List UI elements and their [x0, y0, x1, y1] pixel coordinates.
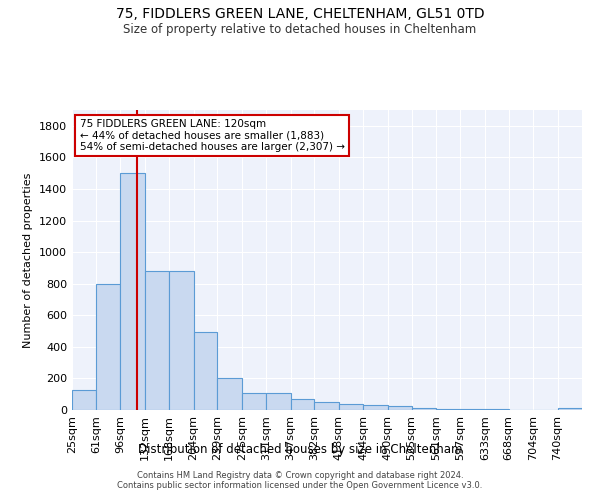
Bar — [436, 408, 460, 410]
Text: Size of property relative to detached houses in Cheltenham: Size of property relative to detached ho… — [124, 22, 476, 36]
Bar — [460, 409, 485, 410]
Y-axis label: Number of detached properties: Number of detached properties — [23, 172, 34, 348]
Bar — [97, 284, 120, 410]
Text: 75 FIDDLERS GREEN LANE: 120sqm
← 44% of detached houses are smaller (1,883)
54% : 75 FIDDLERS GREEN LANE: 120sqm ← 44% of … — [80, 119, 344, 152]
Bar — [388, 406, 412, 410]
Bar — [339, 404, 364, 410]
Text: Contains HM Land Registry data © Crown copyright and database right 2024.
Contai: Contains HM Land Registry data © Crown c… — [118, 470, 482, 490]
Bar — [412, 408, 436, 410]
Bar — [145, 271, 169, 410]
Bar — [557, 408, 582, 410]
Text: Distribution of detached houses by size in Cheltenham: Distribution of detached houses by size … — [138, 442, 462, 456]
Bar — [120, 173, 145, 410]
Bar — [266, 392, 290, 410]
Text: 75, FIDDLERS GREEN LANE, CHELTENHAM, GL51 0TD: 75, FIDDLERS GREEN LANE, CHELTENHAM, GL5… — [116, 8, 484, 22]
Bar — [217, 378, 242, 410]
Bar — [314, 402, 339, 410]
Bar — [485, 409, 509, 410]
Bar — [242, 392, 266, 410]
Bar — [169, 271, 194, 410]
Bar — [364, 406, 388, 410]
Bar — [290, 399, 314, 410]
Bar — [72, 390, 97, 410]
Bar — [194, 332, 217, 410]
